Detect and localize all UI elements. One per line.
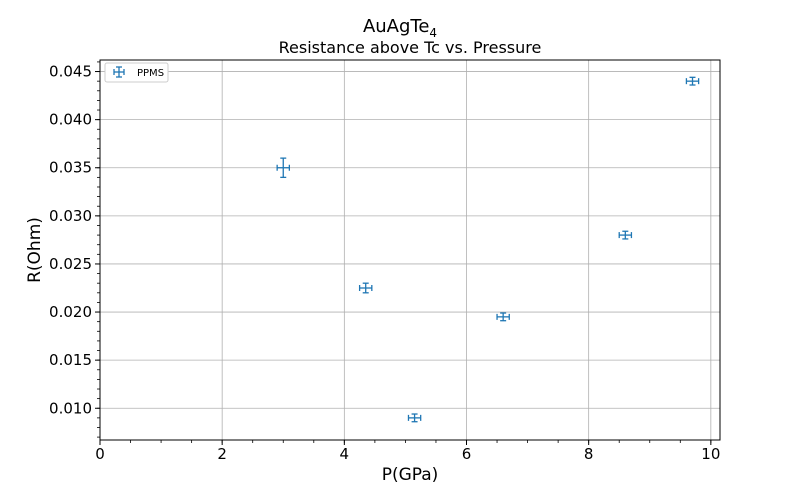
data-point [618, 230, 633, 240]
data-point [496, 312, 510, 322]
y-tick-label: 0.035 [49, 159, 92, 177]
legend: PPMS [104, 62, 169, 83]
x-tick-label: 8 [584, 445, 594, 463]
x-tick-label: 4 [340, 445, 350, 463]
legend-errorbar-marker [113, 66, 125, 78]
x-axis-ticks: 0 2 4 6 8 10 [95, 440, 720, 463]
data-point [358, 282, 373, 294]
data-points [276, 76, 700, 423]
data-point [685, 76, 700, 86]
y-tick-label: 0.040 [49, 111, 92, 129]
y-tick-label: 0.045 [49, 63, 92, 81]
x-tick-label: 6 [462, 445, 472, 463]
x-tick-label: 0 [95, 445, 105, 463]
plot-frame [99, 59, 721, 441]
x-tick-label: 10 [701, 445, 720, 463]
chart-title: AuAgTe4 [363, 16, 437, 40]
y-tick-label: 0.025 [49, 255, 92, 273]
y-tick-label: 0.015 [49, 351, 92, 369]
grid-lines [99, 60, 720, 440]
y-tick-label: 0.020 [49, 303, 92, 321]
y-tick-label: 0.010 [49, 399, 92, 417]
data-point [407, 413, 422, 423]
legend-marker [113, 66, 125, 78]
chart-title-subscript: 4 [429, 26, 437, 40]
x-axis-label: P(GPa) [382, 465, 439, 485]
minor-ticks [97, 61, 712, 443]
y-axis-label: R(Ohm) [25, 217, 45, 283]
x-tick-label: 2 [217, 445, 227, 463]
y-axis-ticks: 0.010 0.015 0.020 0.025 0.030 0.035 0.040 0.045 [49, 63, 100, 417]
legend-label: PPMS [137, 68, 164, 79]
data-point [276, 157, 291, 179]
chart-subtitle: Resistance above Tc vs. Pressure [279, 38, 542, 57]
y-tick-label: 0.030 [49, 207, 92, 225]
